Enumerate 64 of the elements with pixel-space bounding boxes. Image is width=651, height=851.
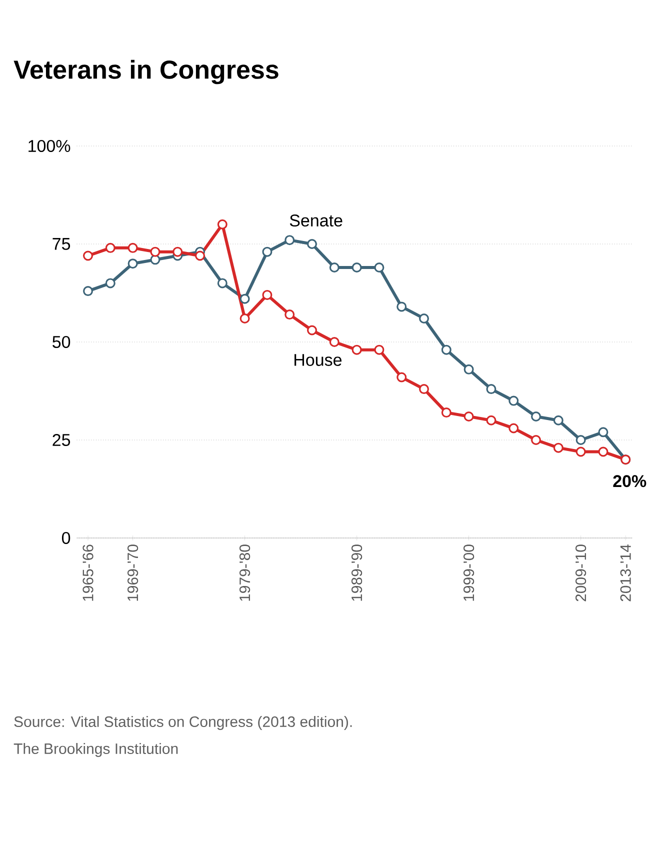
point xyxy=(396,372,407,382)
point xyxy=(352,344,362,355)
y-tick-label: 25 xyxy=(52,434,70,446)
point xyxy=(598,446,608,457)
point xyxy=(105,242,116,253)
y-tick-label: 0 xyxy=(62,532,70,544)
point xyxy=(352,262,362,273)
point xyxy=(83,286,93,296)
series-label: House xyxy=(294,354,342,366)
point xyxy=(486,415,496,426)
chart-title: Veterans in Congress xyxy=(14,60,278,84)
x-tick-label: 1965-'66 xyxy=(82,544,94,601)
source-note: Source: Vital Statistics on Congress (2013 edition). xyxy=(14,716,352,730)
point xyxy=(553,442,564,453)
point xyxy=(307,325,318,336)
x-tick-label: 1999-'00 xyxy=(463,544,474,601)
point xyxy=(531,434,542,445)
point xyxy=(307,238,318,249)
point xyxy=(329,262,340,273)
point xyxy=(396,302,407,312)
point xyxy=(83,250,93,261)
point xyxy=(284,235,295,246)
point xyxy=(598,427,608,438)
point xyxy=(284,310,295,320)
point xyxy=(464,411,474,422)
point xyxy=(329,336,340,347)
point xyxy=(553,415,564,426)
point xyxy=(128,242,138,253)
x-tick-label: 2013-'14 xyxy=(620,544,631,602)
x-tick-label: 2009-'10 xyxy=(575,544,586,602)
annotation: 20% xyxy=(613,475,646,488)
point xyxy=(105,278,116,288)
point xyxy=(217,278,228,288)
point xyxy=(240,313,250,324)
point xyxy=(172,246,183,257)
point xyxy=(150,246,160,257)
point xyxy=(576,446,586,457)
y-tick-label: 75 xyxy=(52,238,70,250)
point xyxy=(464,364,474,374)
x-tick-label: 1969-'70 xyxy=(127,544,138,601)
y-tick-label: 50 xyxy=(52,336,70,348)
point xyxy=(486,384,496,394)
point xyxy=(128,258,138,269)
point xyxy=(441,408,452,418)
point xyxy=(262,246,272,257)
point xyxy=(150,254,160,265)
point xyxy=(240,294,250,304)
point xyxy=(441,344,452,355)
y-tick-label: 100% xyxy=(28,140,70,152)
point xyxy=(195,250,205,261)
point xyxy=(508,396,519,406)
point xyxy=(419,384,430,394)
point xyxy=(508,423,519,434)
point xyxy=(374,262,384,273)
x-tick-label: 1989-'90 xyxy=(351,544,362,601)
x-tick-label: 1979-'80 xyxy=(239,544,250,601)
point xyxy=(374,344,384,355)
series-label: Senate xyxy=(290,214,342,227)
point xyxy=(419,313,430,324)
point xyxy=(217,219,228,230)
text: The Brookings Institution xyxy=(14,743,178,757)
point xyxy=(262,290,272,300)
point xyxy=(576,434,586,445)
point xyxy=(531,411,542,422)
